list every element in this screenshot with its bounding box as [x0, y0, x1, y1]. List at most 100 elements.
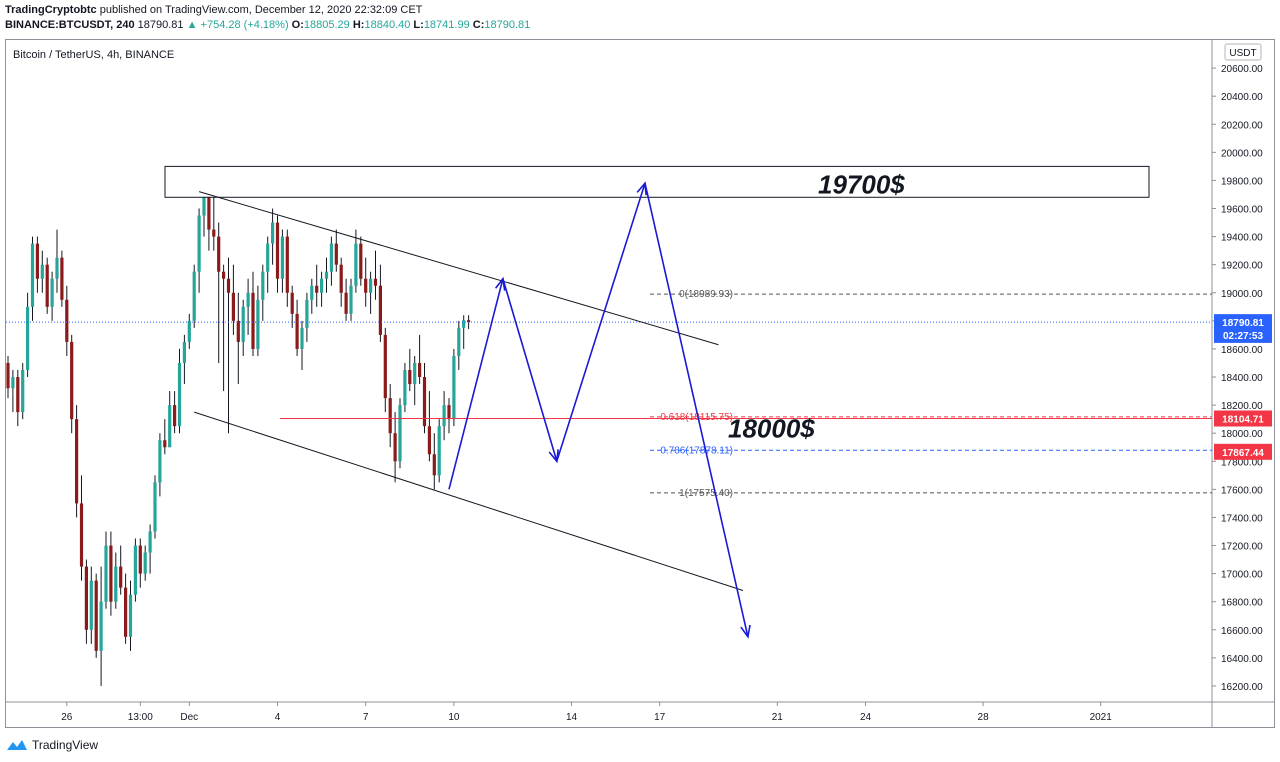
price-tick-label: 19600.00: [1221, 205, 1263, 216]
time-tick-label: Dec: [180, 712, 198, 723]
candle-body: [398, 405, 402, 462]
publication-line: TradingCryptobtc published on TradingVie…: [5, 4, 422, 16]
candle-body: [295, 313, 299, 349]
candle-body: [383, 334, 387, 399]
low-value: 18741.99: [423, 19, 470, 31]
candle-body: [114, 566, 118, 602]
candle-body: [364, 278, 368, 293]
price-axis: 16200.00 16400.00 16600.00 16800.00 17000.00…: [1212, 64, 1272, 693]
candle-body: [30, 243, 35, 307]
channel-upper-line: [198, 191, 719, 346]
candle-body: [442, 405, 446, 427]
candle-body: [432, 454, 436, 476]
time-tick-label: 14: [566, 712, 578, 723]
currency-label: USDT: [1229, 48, 1256, 59]
candle-body: [45, 264, 49, 307]
candle-body: [354, 243, 358, 286]
candle-body: [70, 341, 74, 420]
candle-body: [16, 377, 20, 413]
candle-body: [6, 362, 10, 389]
open-value: 18805.29: [303, 19, 350, 31]
grid: [6, 40, 1274, 727]
channel-lower-line: [194, 411, 744, 591]
price-tick-label: 18600.00: [1221, 345, 1263, 356]
time-tick-label: 21: [772, 712, 784, 723]
candle-body: [99, 601, 103, 651]
fib-level-label: 0.618(18115.75): [660, 412, 733, 423]
price-tick-label: 19400.00: [1221, 233, 1263, 244]
projection-arrowhead: [740, 624, 751, 639]
candle-body: [11, 377, 15, 389]
price-badge-label: 18790.81: [1222, 318, 1264, 329]
brand-name: TradingView: [32, 738, 99, 752]
candle-body: [79, 503, 84, 567]
candle-body: [290, 292, 294, 314]
last-price: 18790.81: [137, 19, 184, 31]
candle-body: [413, 362, 417, 385]
price-badge: [1214, 410, 1272, 427]
time-tick-label: 2021: [1090, 712, 1113, 723]
candle-body: [246, 292, 250, 307]
fib-level-label: 0(18989.93): [679, 289, 733, 300]
candle-body: [119, 566, 123, 588]
time-tick-label: 13:00: [128, 712, 153, 723]
projection-arrow: [556, 182, 646, 462]
price-tick-label: 16200.00: [1221, 682, 1263, 693]
tradingview-logo[interactable]: TradingView: [6, 738, 98, 752]
candle-body: [212, 229, 216, 237]
resistance-label: 19700$: [818, 169, 905, 199]
price-badge-label: 02:27:53: [1223, 331, 1263, 342]
candle-body: [187, 320, 191, 342]
price-badge-label: 18104.71: [1222, 414, 1264, 425]
candle-body: [408, 370, 412, 385]
candle-body: [334, 243, 338, 265]
candle-body: [84, 566, 88, 630]
price-badge: [1214, 326, 1272, 343]
candle-body: [256, 299, 260, 349]
candle-body: [177, 362, 182, 427]
candle-body: [422, 377, 427, 427]
author-name[interactable]: TradingCryptobtc: [5, 4, 97, 16]
price-tick-label: 16800.00: [1221, 598, 1263, 609]
candle-body: [109, 545, 113, 602]
candle-body: [148, 531, 152, 553]
candle-body: [266, 243, 270, 272]
price-tick-label: 20600.00: [1221, 64, 1263, 75]
price-tick-label: 18200.00: [1221, 401, 1263, 412]
symbol-label: BINANCE:BTCUSDT, 240: [5, 19, 135, 31]
low-label: L:: [413, 19, 424, 31]
candle-body: [393, 433, 397, 462]
candle-body: [310, 285, 314, 300]
close-label: C:: [472, 19, 485, 31]
candle-body: [280, 236, 284, 279]
candle-body: [315, 285, 319, 293]
price-tick-label: 17200.00: [1221, 542, 1263, 553]
candle-body: [447, 405, 451, 420]
candle-body: [339, 264, 343, 293]
candle-body: [50, 278, 54, 307]
candle-body: [168, 405, 172, 448]
time-tick-label: 7: [363, 712, 369, 723]
candle-body: [138, 545, 142, 574]
candle-body: [275, 222, 280, 279]
candle-body: [35, 243, 39, 279]
candle-body: [418, 362, 422, 378]
candle-body: [305, 299, 309, 328]
currency-badge[interactable]: [1224, 43, 1262, 61]
candle-body: [94, 580, 98, 651]
price-tick-label: 17600.00: [1221, 485, 1263, 496]
chart-frame[interactable]: [5, 39, 1275, 728]
chart-title: Bitcoin / TetherUS, 4h, BINANCE: [13, 49, 174, 61]
price-tick-label: 19200.00: [1221, 261, 1263, 272]
candle-body: [452, 355, 456, 420]
candle-body: [65, 299, 69, 342]
time-tick-label: 10: [448, 712, 460, 723]
open-label: O:: [291, 19, 304, 31]
time-tick-label: 24: [860, 712, 872, 723]
high-label: H:: [352, 19, 365, 31]
published-text: published on TradingView.com, December 1…: [99, 4, 423, 16]
candle-body: [26, 306, 30, 370]
high-value: 18840.40: [364, 19, 411, 31]
candle-body: [388, 398, 392, 434]
